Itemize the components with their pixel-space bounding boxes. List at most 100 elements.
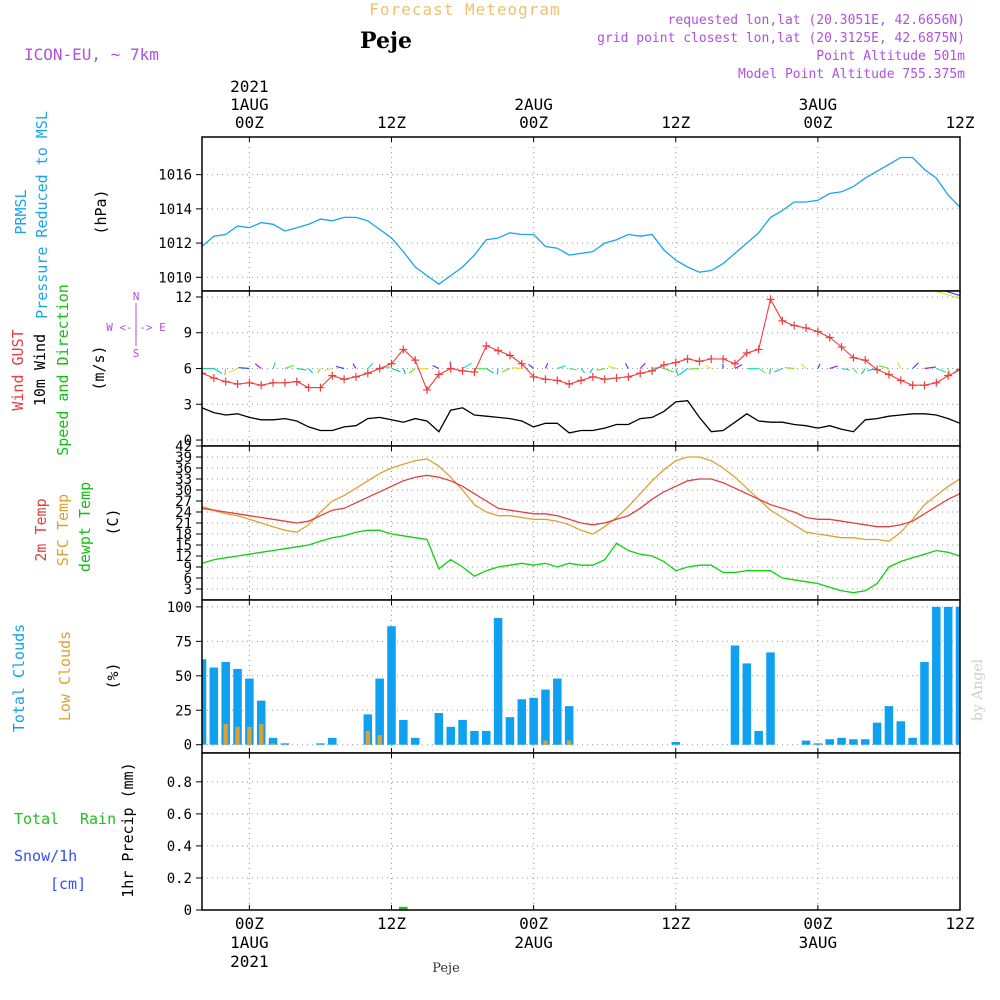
- wind-direction-arrow: [663, 367, 675, 373]
- total-cloud-bar: [268, 737, 278, 745]
- wind-gust-marker: [221, 377, 230, 386]
- wind-direction-arrow: [317, 368, 321, 374]
- wind-gust-marker: [896, 376, 905, 385]
- clouds-panel: 0 25 50 75 100: [167, 599, 1000, 754]
- chart-title: Forecast Meteogram: [369, 0, 560, 19]
- total-cloud-bar: [801, 740, 811, 745]
- wind-direction-arrow: [936, 367, 947, 373]
- total-cloud-bar: [399, 719, 408, 745]
- wind-gust-marker: [202, 369, 206, 378]
- wind-direction-arrow: [296, 367, 307, 371]
- total-cloud-bar: [505, 717, 515, 745]
- wind-gust-marker: [423, 385, 432, 394]
- clouds-tick-label: 0: [184, 738, 192, 754]
- wind-direction-arrow: [817, 363, 821, 369]
- wind-gust-marker: [446, 364, 455, 373]
- total-cloud-bar: [233, 668, 242, 745]
- total-cloud-bar: [410, 737, 420, 745]
- wind-tick-label: 3: [184, 397, 192, 413]
- wind-gust-marker: [588, 372, 597, 381]
- wind-gust-marker: [505, 351, 514, 360]
- wind-gust-marker: [825, 333, 834, 342]
- wind-direction-arrow: [924, 366, 936, 370]
- top-axis-day-label: 2AUG: [514, 95, 553, 114]
- wind-tick-label: 12: [175, 290, 192, 306]
- wind-direction-arrow: [335, 365, 345, 370]
- top-axis-hour-label: 12Z: [377, 113, 406, 132]
- point-altitude: Point Altitude 501m: [816, 49, 965, 64]
- total-cloud-bar: [363, 714, 373, 745]
- wind-gust-marker: [494, 346, 503, 355]
- wind-direction-arrow: [774, 367, 783, 373]
- total-cloud-bar: [202, 659, 207, 745]
- total-cloud-bar: [517, 699, 527, 745]
- wind-gust-marker: [209, 374, 218, 383]
- wind-gust-marker: [363, 369, 372, 378]
- bottom-axis-year: 2021: [230, 952, 269, 971]
- wind-gust-marker: [648, 366, 657, 375]
- top-axis-hour-label: 12Z: [661, 113, 690, 132]
- wind-gust-marker: [908, 381, 917, 390]
- pressure-tick-label: 1016: [158, 168, 192, 184]
- clouds-tick-label: 25: [175, 703, 192, 719]
- total-cloud-bar: [766, 652, 775, 745]
- total-cloud-bar: [387, 626, 396, 745]
- grid-point-coords: grid point closest lon,lat (20.3125E, 42…: [597, 31, 965, 46]
- wind-direction-arrow: [688, 367, 700, 370]
- top-axis-hour-label: 00Z: [519, 113, 548, 132]
- total-cloud-bar: [245, 678, 254, 745]
- wind-gust-marker: [861, 356, 870, 365]
- temp-tick-label: 9: [184, 560, 192, 576]
- top-axis-hour-label: 00Z: [803, 113, 832, 132]
- wind-gust-marker: [328, 371, 337, 380]
- wind-direction-arrow: [569, 367, 577, 371]
- temp-dewpt-line: [202, 529, 960, 594]
- wind-dir-label: Speed and Direction: [54, 284, 72, 456]
- wind-gust-marker: [470, 368, 479, 377]
- wind-gust-marker: [884, 370, 893, 379]
- total-cloud-bar: [991, 623, 1000, 744]
- wind-gust-marker: [671, 358, 680, 367]
- top-axis-year: 2021: [230, 77, 269, 96]
- wind-direction-arrow: [860, 368, 866, 375]
- wind-gust-marker: [458, 366, 467, 375]
- bottom-axis-hour-label: 00Z: [519, 914, 548, 933]
- temp-tick-label: 12: [175, 549, 192, 565]
- bottom-axis-hour-label: 12Z: [661, 914, 690, 933]
- wind-gust-marker: [292, 377, 301, 386]
- wind-gust-marker: [719, 354, 728, 363]
- total-cloud-bar: [837, 737, 846, 745]
- wind-direction-arrow: [391, 367, 401, 373]
- temp-tick-label: 21: [175, 516, 192, 532]
- requested-coords: requested lon,lat (20.3051E, 42.6656N): [668, 13, 965, 28]
- pressure-panel: 1010 1012 1014 1016: [158, 136, 961, 292]
- wind-direction-arrow: [544, 362, 549, 369]
- wind-direction-arrow: [432, 365, 440, 370]
- wind-gust-marker: [269, 378, 278, 387]
- wind-direction-arrow: [841, 367, 850, 371]
- wind-direction-arrow: [704, 364, 712, 370]
- wind-gust-marker: [316, 383, 325, 392]
- wind-10m-label: 10m Wind: [31, 334, 49, 406]
- wind-direction-arrow: [308, 368, 314, 374]
- wind-direction-arrow: [496, 368, 499, 375]
- wind-gust-marker: [565, 380, 574, 388]
- total-cloud-bar: [955, 606, 960, 745]
- total-cloud-bar: [458, 719, 467, 745]
- bottom-axis-day-label: 2AUG: [514, 933, 553, 952]
- low-clouds-label: Low Clouds: [56, 631, 74, 721]
- wind-gust-marker: [707, 354, 716, 363]
- precip-total-label: Total: [14, 810, 59, 828]
- precip-tick-label: 0.4: [167, 839, 192, 855]
- low-cloud-bar: [377, 735, 382, 745]
- pressure-label-prmsl: PRMSL: [12, 189, 30, 234]
- wind-gust-marker: [257, 381, 266, 390]
- precip-panel: 0 0.2 0.4 0.6 0.8: [167, 752, 961, 919]
- total-clouds-label: Total Clouds: [10, 624, 28, 732]
- wind-gust-marker: [399, 345, 408, 354]
- total-cloud-bar: [446, 726, 455, 745]
- total-cloud-bar: [470, 730, 479, 745]
- temp-dewpt-label: dewpt Temp: [76, 482, 94, 572]
- total-cloud-bar: [493, 617, 503, 745]
